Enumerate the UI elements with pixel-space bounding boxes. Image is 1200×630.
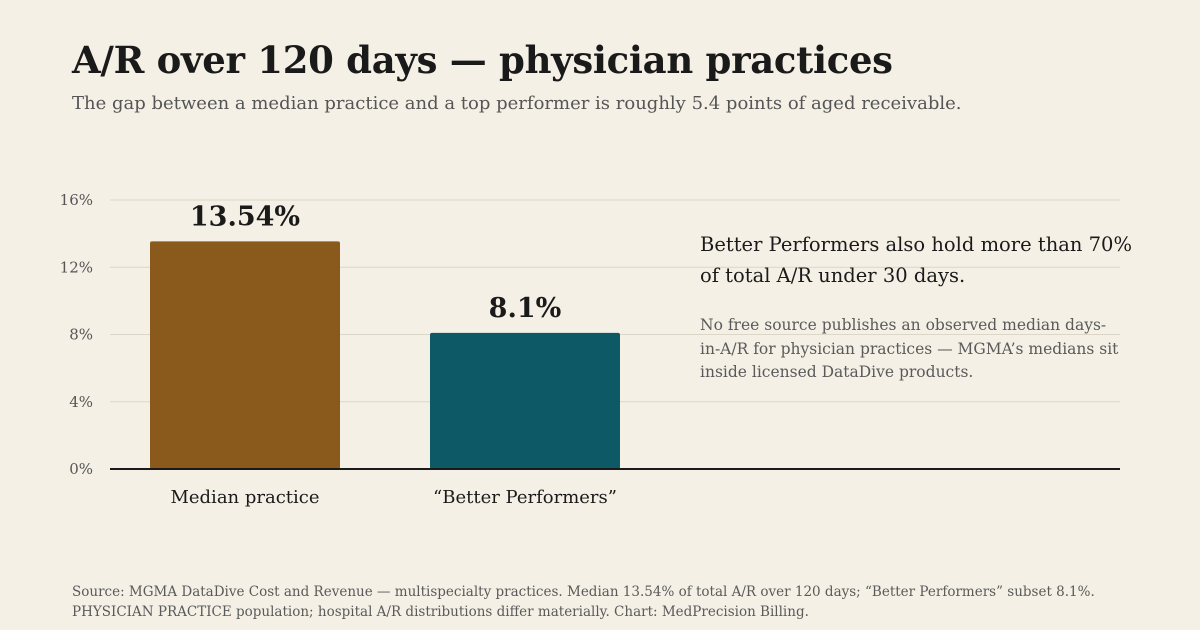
- y-tick-label: 12%: [60, 258, 93, 276]
- y-tick-label: 16%: [60, 191, 93, 209]
- bar-value-label: 8.1%: [489, 293, 562, 324]
- bar: [150, 241, 340, 469]
- x-category-label: “Better Performers”: [433, 487, 617, 508]
- bar-value-label: 13.54%: [190, 201, 300, 232]
- page-subtitle: The gap between a median practice and a …: [72, 93, 962, 114]
- x-category-label: Median practice: [170, 487, 319, 508]
- y-tick-label: 8%: [69, 326, 93, 344]
- y-tick-label: 4%: [69, 393, 93, 411]
- y-tick-label: 0%: [69, 460, 93, 478]
- callout-note: No free source publishes an observed med…: [700, 316, 1119, 381]
- page-title: A/R over 120 days — physician practices: [72, 38, 893, 82]
- callout-headline: Better Performers also hold more than 70…: [700, 233, 1132, 287]
- source-footnote: Source: MGMA DataDive Cost and Revenue —…: [72, 584, 1095, 620]
- bar: [430, 332, 620, 469]
